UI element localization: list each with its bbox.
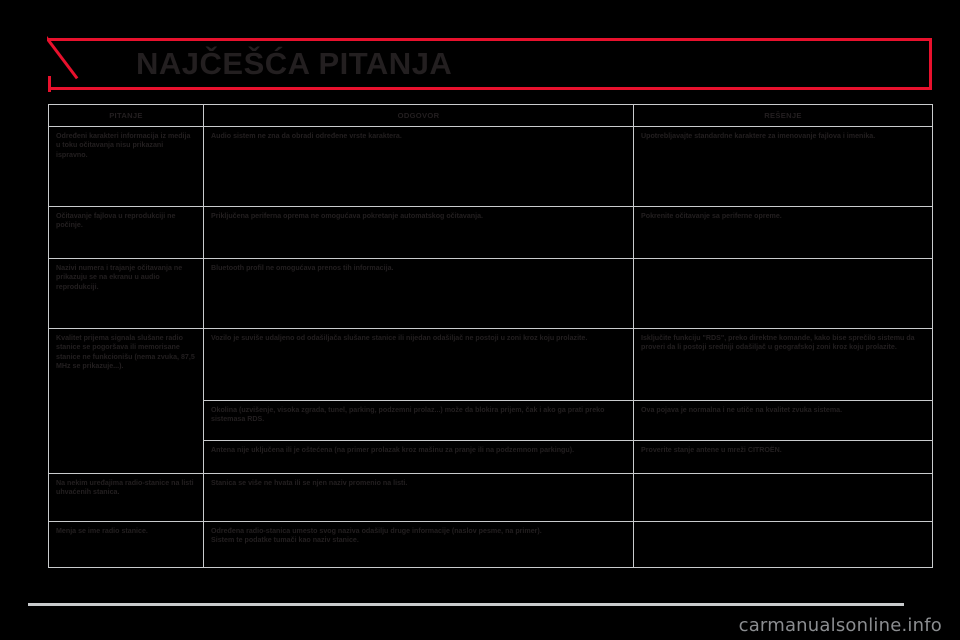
faq-table-body: Određeni karakteri informacija iz medija…	[48, 126, 933, 568]
cell-solution: Upotrebljavajte standardne karaktere za …	[633, 126, 933, 207]
column-header-solution: REŠENJE	[633, 104, 933, 127]
cell-solution	[633, 473, 933, 522]
cell-answer: Vozilo je suviše udaljeno od odašiljača …	[203, 328, 634, 401]
table-row: Nazivi numera i trajanje očitavanja ne p…	[48, 258, 933, 329]
table-row: Određeni karakteri informacija iz medija…	[48, 126, 933, 207]
cell-question: Nazivi numera i trajanje očitavanja ne p…	[48, 258, 204, 329]
watermark-text: carmanualsonline.info	[738, 615, 942, 636]
cell-question: Očitavanje fajlova u reprodukciji ne poč…	[48, 206, 204, 259]
header-left-edge-accent	[48, 76, 51, 92]
header-corner-accent	[47, 36, 91, 92]
footer-rule	[28, 603, 904, 606]
cell-solution: Pokrenite očitavanje sa periferne opreme…	[633, 206, 933, 259]
page-title: NAJČEŠĆA PITANJA	[136, 46, 453, 81]
cell-solution: Ova pojava je normalna i ne utiče na kva…	[633, 400, 933, 441]
cell-solution: Proverite stanje antene u mreži CITROËN.	[633, 440, 933, 474]
table-row: Menja se ime radio stanice. Određena rad…	[48, 521, 933, 568]
page-footer: carmanualsonline.info	[0, 600, 960, 640]
faq-table-wrapper: PITANJE ODGOVOR REŠENJE Određeni karakte…	[48, 104, 933, 568]
cell-answer: Određena radio-stanica umesto svog naziv…	[203, 521, 634, 568]
cell-answer: Priključena periferna oprema ne omogućav…	[203, 206, 634, 259]
table-row: Okolina (uzvišenje, visoka zgrada, tunel…	[49, 400, 933, 441]
cell-question: Kvalitet prijema signala slušane radio s…	[48, 328, 204, 474]
table-header-row: PITANJE ODGOVOR REŠENJE	[48, 104, 933, 127]
faq-table-head: PITANJE ODGOVOR REŠENJE	[48, 104, 933, 127]
cell-question: Određeni karakteri informacija iz medija…	[48, 126, 204, 207]
page-header: NAJČEŠĆA PITANJA	[47, 36, 932, 92]
table-row: Očitavanje fajlova u reprodukciji ne poč…	[48, 206, 933, 259]
cell-answer: Bluetooth profil ne omogućava prenos tih…	[203, 258, 634, 329]
faq-table: PITANJE ODGOVOR REŠENJE Određeni karakte…	[48, 104, 933, 568]
cell-solution	[633, 521, 933, 568]
column-header-answer: ODGOVOR	[203, 104, 634, 127]
cell-question: Menja se ime radio stanice.	[48, 521, 204, 568]
cell-solution: Isključite funkciju "RDS", preko direktn…	[633, 328, 933, 401]
cell-answer: Okolina (uzvišenje, visoka zgrada, tunel…	[203, 400, 634, 441]
table-row: Antena nije uključena ili je oštećena (n…	[49, 440, 933, 474]
table-row: Na nekim uređajima radio-stanice na list…	[48, 473, 933, 522]
cell-answer: Antena nije uključena ili je oštećena (n…	[203, 440, 634, 474]
cell-answer: Audio sistem ne zna da obradi određene v…	[203, 126, 634, 207]
table-row: Kvalitet prijema signala slušane radio s…	[48, 328, 933, 474]
header-frame	[48, 38, 932, 90]
cell-answer: Stanica se više ne hvata ili se njen naz…	[203, 473, 634, 522]
cell-solution	[633, 258, 933, 329]
column-header-question: PITANJE	[48, 104, 204, 127]
cell-question: Na nekim uređajima radio-stanice na list…	[48, 473, 204, 522]
